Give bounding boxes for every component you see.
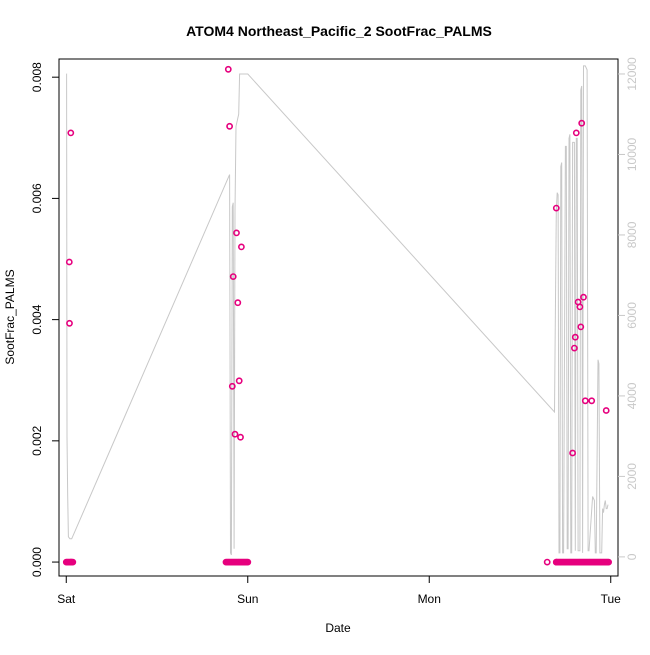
data-point bbox=[581, 397, 589, 405]
data-point-zero bbox=[605, 558, 612, 566]
data-point bbox=[67, 129, 75, 137]
data-point bbox=[228, 382, 236, 390]
y-axis-left: 0.000 0.002 0.004 0.006 0.008 bbox=[30, 62, 59, 577]
data-point bbox=[543, 558, 551, 566]
y2-tick-label: 12000 bbox=[625, 57, 639, 91]
data-point bbox=[552, 204, 560, 212]
data-point bbox=[66, 319, 73, 327]
data-point bbox=[65, 258, 73, 266]
y-axis-right: 0 2000 4000 6000 8000 10000 12000 bbox=[618, 57, 639, 560]
x-tick-label: Mon bbox=[418, 592, 441, 606]
x-tick-label: Sun bbox=[237, 592, 258, 606]
data-point bbox=[588, 397, 596, 405]
data-point bbox=[578, 119, 586, 127]
series-line-right bbox=[66, 65, 609, 556]
y2-tick-label: 8000 bbox=[625, 221, 639, 248]
y2-tick-label: 0 bbox=[625, 553, 639, 560]
plot-frame bbox=[58, 58, 619, 577]
y-tick-label: 0.004 bbox=[30, 304, 44, 334]
y-tick-label: 0.000 bbox=[30, 547, 44, 577]
y-tick-label: 0.002 bbox=[30, 426, 44, 456]
y2-tick-label: 10000 bbox=[625, 137, 639, 171]
data-point bbox=[571, 333, 579, 341]
data-point-zero bbox=[69, 558, 77, 566]
y-tick-label: 0.008 bbox=[30, 62, 44, 92]
data-point bbox=[231, 430, 239, 438]
data-point bbox=[602, 407, 610, 414]
y-axis-label: SootFrac_PALMS bbox=[3, 269, 17, 364]
right-axis-series-layer bbox=[66, 65, 609, 556]
data-point bbox=[235, 377, 243, 385]
data-point bbox=[569, 449, 576, 457]
data-point bbox=[234, 299, 242, 307]
y-tick-label: 0.006 bbox=[30, 183, 44, 213]
y2-tick-label: 2000 bbox=[625, 463, 639, 490]
data-point bbox=[580, 293, 587, 301]
y2-tick-label: 4000 bbox=[625, 382, 639, 409]
data-point bbox=[224, 65, 232, 73]
data-point bbox=[229, 273, 237, 280]
x-tick-label: Tue bbox=[601, 592, 622, 606]
data-point bbox=[572, 129, 580, 137]
left-axis-series-layer bbox=[62, 65, 612, 566]
data-point-zero bbox=[244, 558, 252, 566]
x-axis-label: Date bbox=[325, 621, 351, 635]
chart-title: ATOM4 Northeast_Pacific_2 SootFrac_PALMS bbox=[186, 23, 492, 39]
data-point bbox=[571, 344, 578, 352]
data-point bbox=[576, 303, 584, 311]
y2-tick-label: 6000 bbox=[625, 302, 639, 329]
x-axis: Sat Sun Mon Tue bbox=[57, 576, 621, 606]
x-tick-label: Sat bbox=[57, 592, 76, 606]
data-point bbox=[233, 229, 240, 237]
data-point bbox=[237, 243, 245, 251]
data-point bbox=[237, 433, 244, 441]
data-point bbox=[577, 323, 585, 331]
data-point bbox=[226, 122, 233, 130]
